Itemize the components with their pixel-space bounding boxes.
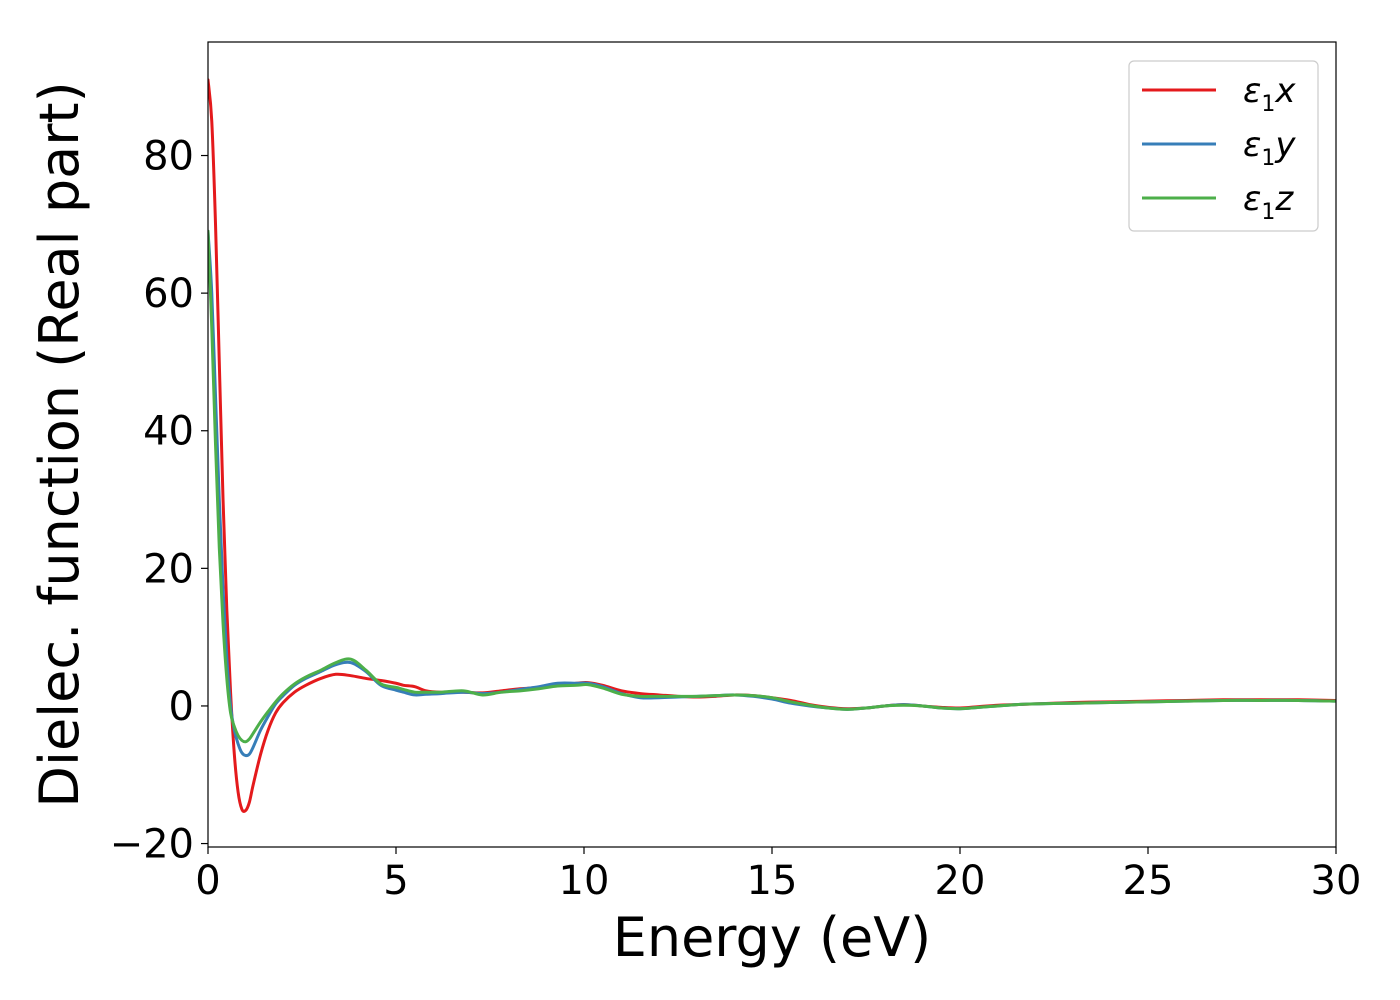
y-tick-label: 80 bbox=[143, 134, 194, 180]
y-tick-label: 60 bbox=[143, 271, 194, 317]
y-tick-label: 20 bbox=[143, 546, 194, 592]
legend: ε1x ε1y ε1z bbox=[1128, 60, 1319, 232]
y-axis-label: Dielec. function (Real part) bbox=[28, 81, 91, 807]
y-tick-label: 0 bbox=[169, 684, 194, 730]
x-tick-label: 10 bbox=[559, 858, 610, 904]
x-tick-label: 5 bbox=[383, 858, 408, 904]
x-tick-label: 25 bbox=[1123, 858, 1174, 904]
x-tick-label: 20 bbox=[935, 858, 986, 904]
series-line-z bbox=[208, 229, 1336, 744]
legend-box bbox=[1128, 60, 1319, 232]
y-tick-label: 40 bbox=[143, 409, 194, 455]
series-layer bbox=[208, 78, 1336, 813]
y-tick-label: −20 bbox=[110, 822, 194, 868]
series-line-y bbox=[208, 229, 1336, 758]
legend-label-y: ε1y bbox=[1243, 125, 1296, 171]
x-tick-label: 15 bbox=[747, 858, 798, 904]
y-axis-ticks: −20 0 20 40 60 80 bbox=[110, 134, 208, 868]
x-axis-ticks: 0 5 10 15 20 25 30 bbox=[195, 847, 1361, 904]
legend-label-z: ε1z bbox=[1243, 179, 1294, 225]
x-axis-label: Energy (eV) bbox=[613, 906, 932, 969]
x-tick-label: 0 bbox=[195, 858, 220, 904]
legend-label-x: ε1x bbox=[1243, 71, 1296, 117]
x-tick-label: 30 bbox=[1311, 858, 1362, 904]
